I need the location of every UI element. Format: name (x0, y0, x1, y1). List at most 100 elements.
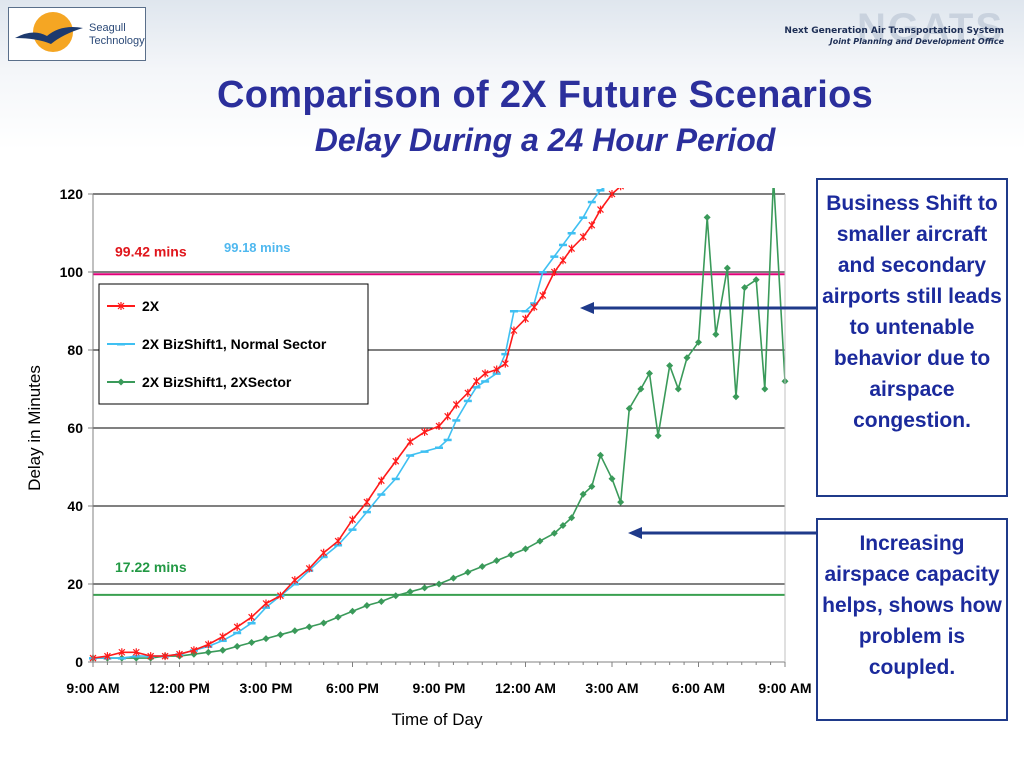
data-point (587, 200, 596, 204)
data-point (493, 365, 501, 374)
data-point (290, 583, 299, 586)
data-point (712, 330, 720, 338)
data-point (276, 631, 284, 639)
data-point (568, 244, 576, 253)
data-point (132, 648, 140, 657)
data-point (579, 232, 587, 241)
data-point (117, 657, 126, 660)
data-point (493, 557, 501, 565)
data-point (478, 562, 486, 570)
data-point (262, 606, 270, 609)
y-tick-label: 0 (75, 654, 83, 670)
data-point (510, 326, 518, 335)
data-point (501, 352, 510, 356)
y-axis-label: Delay in Minutes (25, 365, 44, 491)
data-point (377, 476, 385, 485)
data-point (334, 544, 343, 547)
annotation-label: 99.18 mins (224, 240, 291, 255)
data-point (588, 483, 596, 490)
data-point (752, 276, 760, 284)
data-point (392, 592, 400, 600)
legend-entry: 2X BizShift1, 2XSector (142, 374, 292, 390)
data-point (117, 302, 125, 310)
data-point (334, 613, 342, 621)
y-tick-label: 80 (67, 342, 83, 358)
data-point (666, 362, 674, 370)
data-point (507, 551, 515, 559)
data-point (617, 188, 625, 191)
data-point (204, 648, 212, 656)
x-tick-label: 6:00 AM (672, 680, 725, 696)
data-point (521, 310, 530, 313)
data-point (473, 377, 480, 386)
ngats-line2: Joint Planning and Development Office (829, 37, 1004, 46)
data-point (617, 177, 625, 180)
data-point (550, 529, 558, 537)
legend-box (98, 283, 369, 405)
data-point (463, 399, 472, 403)
data-point (233, 631, 242, 635)
data-point (539, 291, 547, 300)
data-point (550, 255, 559, 258)
data-point (695, 338, 702, 346)
data-point (190, 646, 198, 655)
data-point (276, 591, 284, 600)
data-point (703, 213, 711, 221)
data-point (723, 264, 731, 272)
data-point (320, 619, 328, 627)
page-title: Comparison of 2X Future Scenarios (216, 74, 874, 116)
data-point (147, 652, 155, 661)
x-tick-label: 9:00 AM (758, 680, 811, 696)
data-point (732, 393, 740, 401)
data-point (161, 652, 169, 661)
x-tick-label: 12:00 PM (149, 680, 210, 696)
page-subtitle: Delay During a 24 Hour Period (314, 122, 776, 158)
data-point (363, 498, 371, 507)
arrowhead-icon (628, 527, 642, 539)
data-point (363, 601, 371, 609)
data-point (472, 386, 481, 389)
data-point (247, 622, 256, 625)
data-point (608, 181, 616, 184)
data-point (608, 475, 616, 483)
data-point (538, 271, 547, 274)
data-point (305, 564, 313, 573)
data-point (334, 537, 342, 546)
data-point (262, 635, 270, 643)
x-tick-label: 9:00 AM (66, 680, 119, 696)
data-point (132, 655, 141, 658)
ngats-mark: NGATS (856, 6, 1004, 50)
y-tick-label: 120 (60, 186, 84, 202)
data-point (536, 537, 544, 545)
y-tick-label: 20 (67, 576, 83, 592)
x-tick-label: 3:00 PM (240, 680, 293, 696)
data-point (319, 555, 328, 559)
data-point (305, 623, 313, 631)
data-point (559, 522, 567, 529)
data-point (219, 646, 227, 654)
data-point (588, 221, 596, 230)
data-point (219, 632, 227, 641)
data-point (435, 580, 443, 588)
data-point (761, 385, 769, 393)
data-point (435, 422, 443, 431)
data-point (233, 642, 241, 650)
seagull-logo: Seagull Technology (8, 7, 146, 61)
data-point (421, 427, 429, 436)
data-point (391, 477, 400, 481)
data-point (617, 498, 625, 506)
data-point (406, 437, 414, 446)
data-point (291, 576, 299, 585)
data-point (421, 584, 429, 592)
data-point (683, 354, 691, 362)
reference-line-label: 17.22 mins (115, 559, 187, 575)
data-point (654, 432, 662, 440)
data-point (530, 303, 538, 312)
data-point (625, 405, 633, 412)
data-point (492, 372, 501, 375)
data-point (608, 190, 616, 198)
legend-entry: 2X (142, 298, 160, 314)
data-point (637, 385, 645, 393)
data-point (420, 450, 429, 453)
